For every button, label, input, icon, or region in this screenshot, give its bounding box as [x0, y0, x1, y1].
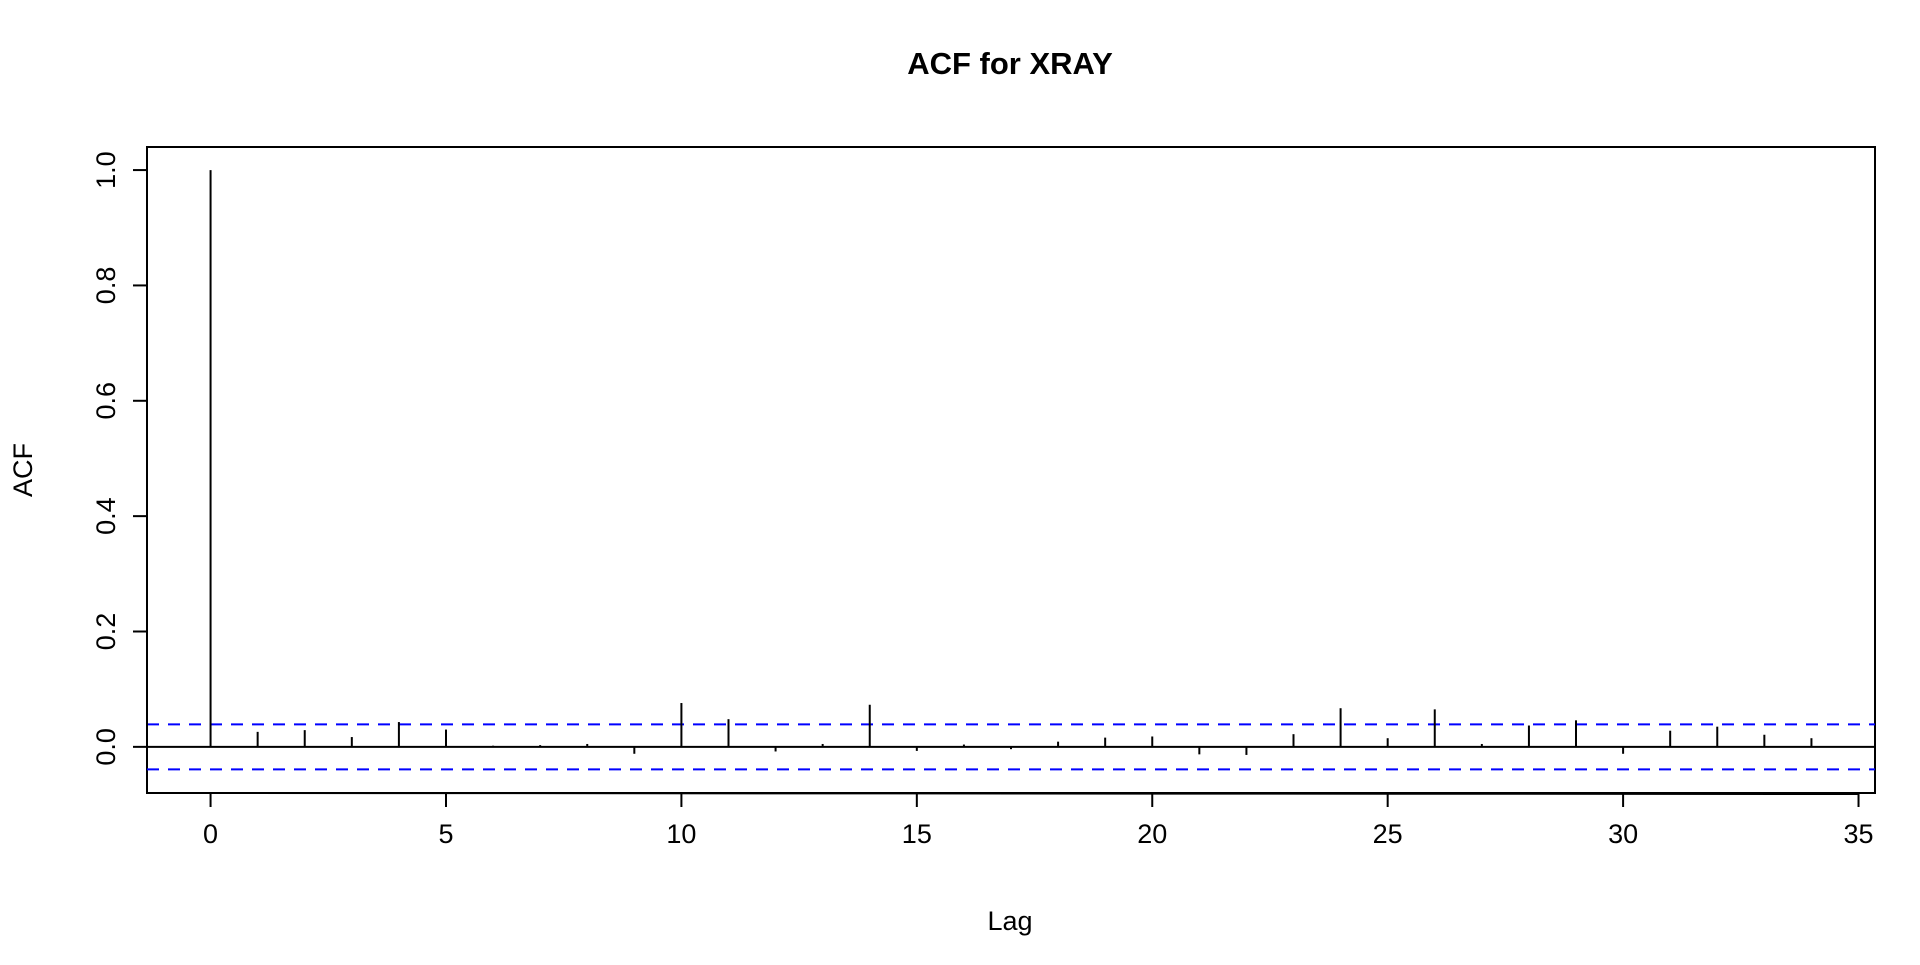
y-tick-label: 1.0 [91, 151, 121, 189]
confidence-bounds-layer [147, 723, 1875, 771]
y-tick-label: 0.4 [91, 497, 121, 535]
y-axis-label: ACF [8, 443, 38, 497]
y-tick-label: 0.6 [91, 382, 121, 420]
y-tick-label: 0.2 [91, 613, 121, 651]
x-tick-label: 30 [1608, 819, 1638, 849]
x-axis: 0 5 10 15 20 25 30 35 [203, 792, 1874, 849]
x-tick-label: 20 [1137, 819, 1167, 849]
y-tick-label: 0.8 [91, 267, 121, 305]
x-tick-label: 15 [902, 819, 932, 849]
plot-frame [146, 146, 1876, 794]
chart-title: ACF for XRAY [907, 46, 1113, 81]
x-tick-label: 0 [203, 819, 218, 849]
acf-stems-layer [209, 170, 1813, 755]
x-tick-label: 25 [1373, 819, 1403, 849]
x-tick-label: 35 [1843, 819, 1873, 849]
x-tick-label: 5 [438, 819, 453, 849]
x-tick-label: 10 [666, 819, 696, 849]
x-axis-line [210, 792, 1859, 795]
x-axis-label: Lag [987, 906, 1032, 936]
y-tick-label: 0.0 [91, 728, 121, 766]
y-axis: 0.0 0.2 0.4 0.6 0.8 1.0 [91, 151, 148, 766]
